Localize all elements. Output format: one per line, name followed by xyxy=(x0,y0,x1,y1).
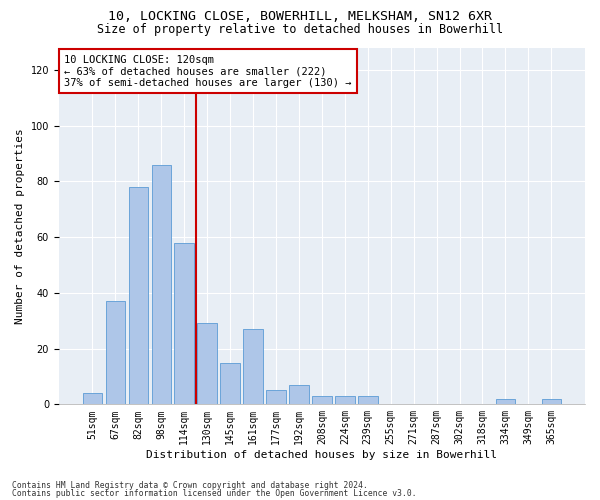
Y-axis label: Number of detached properties: Number of detached properties xyxy=(15,128,25,324)
Bar xyxy=(220,362,240,405)
Bar xyxy=(244,329,263,404)
Bar xyxy=(197,324,217,404)
Bar xyxy=(542,399,561,404)
Bar xyxy=(335,396,355,404)
Bar xyxy=(496,399,515,404)
Text: 10 LOCKING CLOSE: 120sqm
← 63% of detached houses are smaller (222)
37% of semi-: 10 LOCKING CLOSE: 120sqm ← 63% of detach… xyxy=(64,54,352,88)
Bar xyxy=(106,301,125,405)
Bar xyxy=(358,396,377,404)
Text: Size of property relative to detached houses in Bowerhill: Size of property relative to detached ho… xyxy=(97,22,503,36)
Text: 10, LOCKING CLOSE, BOWERHILL, MELKSHAM, SN12 6XR: 10, LOCKING CLOSE, BOWERHILL, MELKSHAM, … xyxy=(108,10,492,23)
Bar xyxy=(83,393,102,404)
Bar xyxy=(128,187,148,404)
Bar xyxy=(152,164,171,404)
X-axis label: Distribution of detached houses by size in Bowerhill: Distribution of detached houses by size … xyxy=(146,450,497,460)
Text: Contains public sector information licensed under the Open Government Licence v3: Contains public sector information licen… xyxy=(12,488,416,498)
Bar xyxy=(289,385,308,404)
Bar xyxy=(175,242,194,404)
Bar xyxy=(266,390,286,404)
Text: Contains HM Land Registry data © Crown copyright and database right 2024.: Contains HM Land Registry data © Crown c… xyxy=(12,481,368,490)
Bar xyxy=(312,396,332,404)
